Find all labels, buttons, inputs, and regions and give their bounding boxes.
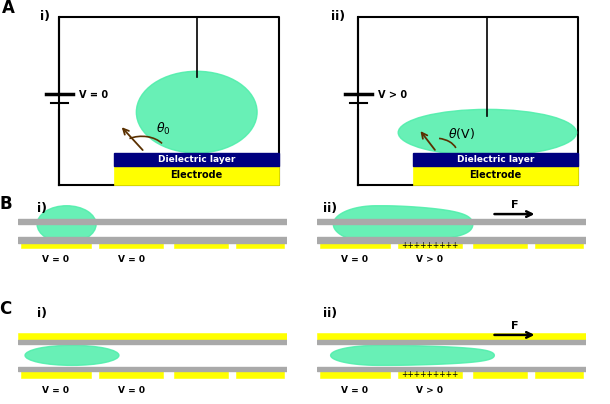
Bar — [534, 243, 583, 248]
Polygon shape — [331, 345, 494, 365]
Text: Electrode: Electrode — [470, 170, 522, 180]
Text: V > 0: V > 0 — [417, 255, 443, 264]
Text: V = 0: V = 0 — [341, 386, 368, 395]
Text: V = 0: V = 0 — [118, 386, 145, 395]
Bar — [320, 243, 390, 248]
Text: Dielectric layer: Dielectric layer — [457, 155, 534, 164]
Bar — [99, 243, 163, 248]
Bar — [18, 237, 287, 243]
Bar — [99, 371, 163, 378]
Text: V > 0: V > 0 — [378, 90, 407, 101]
Text: V = 0: V = 0 — [42, 386, 70, 395]
Bar — [398, 243, 462, 248]
Polygon shape — [333, 206, 473, 243]
Bar — [317, 237, 586, 243]
Bar — [317, 219, 586, 224]
Ellipse shape — [25, 345, 119, 365]
Bar — [320, 371, 390, 378]
Bar — [174, 243, 228, 248]
Bar — [235, 243, 284, 248]
Bar — [473, 243, 526, 248]
Bar — [174, 371, 228, 378]
Text: V = 0: V = 0 — [118, 255, 145, 264]
Bar — [18, 339, 287, 344]
Bar — [115, 153, 279, 166]
Text: F: F — [511, 200, 518, 210]
Bar — [317, 339, 586, 344]
Text: i): i) — [37, 202, 47, 215]
Bar — [473, 371, 526, 378]
Bar — [18, 366, 287, 371]
Text: i): i) — [40, 10, 50, 23]
Text: V = 0: V = 0 — [42, 255, 70, 264]
Text: $\theta$(V): $\theta$(V) — [448, 126, 475, 141]
Text: +++++++++: +++++++++ — [401, 241, 459, 250]
Bar — [317, 366, 586, 371]
Text: ii): ii) — [331, 10, 345, 23]
Bar — [414, 153, 578, 166]
Text: C: C — [0, 300, 12, 318]
Ellipse shape — [37, 206, 96, 243]
Bar — [21, 243, 91, 248]
Text: Dielectric layer: Dielectric layer — [158, 155, 235, 164]
Bar — [18, 333, 287, 339]
Text: ii): ii) — [323, 307, 337, 320]
Text: ii): ii) — [323, 202, 337, 215]
Text: V = 0: V = 0 — [341, 255, 368, 264]
Text: F: F — [511, 321, 518, 331]
Text: V > 0: V > 0 — [417, 386, 443, 395]
Ellipse shape — [137, 71, 257, 153]
Text: A: A — [2, 0, 15, 17]
Text: $\theta_0$: $\theta_0$ — [156, 120, 170, 137]
Text: i): i) — [37, 307, 47, 320]
Bar — [534, 371, 583, 378]
Text: V = 0: V = 0 — [79, 90, 108, 101]
Ellipse shape — [398, 109, 576, 156]
Bar — [115, 166, 279, 185]
Bar — [21, 371, 91, 378]
Bar — [317, 333, 586, 339]
Bar — [414, 166, 578, 185]
Bar — [18, 219, 287, 224]
Bar — [398, 371, 462, 378]
Text: +++++++++: +++++++++ — [401, 370, 459, 379]
Bar — [235, 371, 284, 378]
Text: Electrode: Electrode — [171, 170, 223, 180]
Text: B: B — [0, 195, 12, 213]
